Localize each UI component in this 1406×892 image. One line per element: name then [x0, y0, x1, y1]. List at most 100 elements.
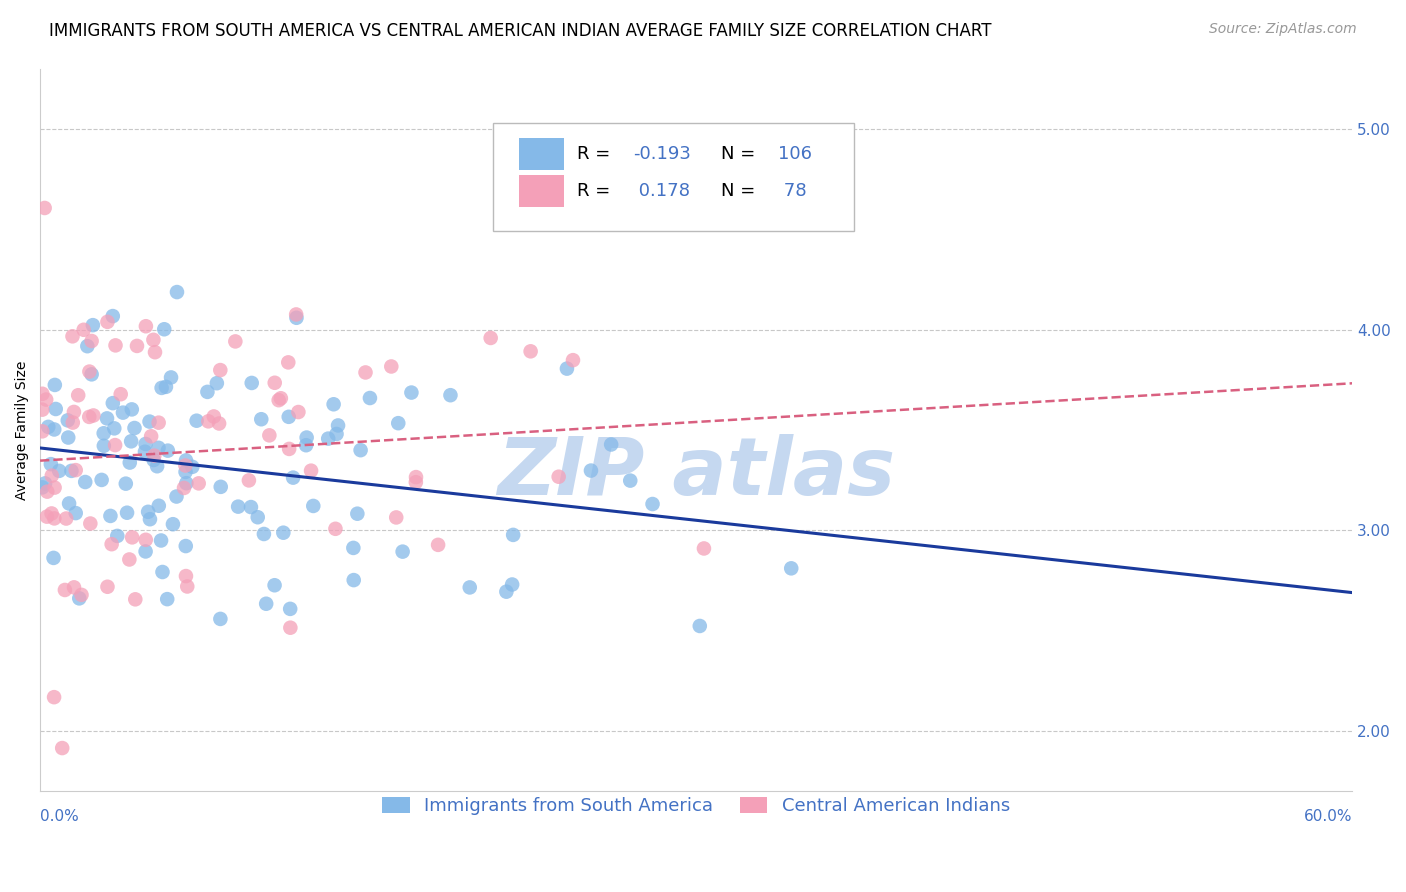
- Text: 106: 106: [778, 145, 811, 163]
- Point: [93, 426, 115, 441]
- Point: [239, 500, 262, 514]
- Point: [42, 690, 65, 705]
- Point: [135, 544, 157, 558]
- Point: [31, 402, 53, 417]
- Point: [79, 365, 101, 379]
- Point: [250, 412, 273, 426]
- Point: [280, 621, 302, 635]
- Point: [111, 406, 134, 420]
- Point: [349, 443, 371, 458]
- Point: [153, 322, 176, 336]
- Text: ZIP atlas: ZIP atlas: [498, 434, 896, 512]
- Point: [115, 506, 138, 520]
- Point: [197, 384, 219, 399]
- Point: [502, 528, 524, 542]
- Point: [267, 393, 290, 408]
- Point: [41, 468, 63, 483]
- Point: [42, 550, 65, 565]
- Point: [285, 308, 308, 322]
- Point: [31, 386, 53, 401]
- Point: [156, 592, 179, 607]
- Point: [124, 421, 146, 435]
- Legend: Immigrants from South America, Central American Indians: Immigrants from South America, Central A…: [375, 789, 1017, 822]
- Point: [186, 414, 208, 428]
- Point: [259, 428, 281, 442]
- Text: 60.0%: 60.0%: [1303, 809, 1353, 824]
- Point: [495, 584, 517, 599]
- Point: [205, 376, 228, 391]
- Point: [65, 463, 87, 477]
- Point: [346, 507, 368, 521]
- Point: [202, 409, 225, 424]
- Point: [82, 409, 104, 423]
- Point: [148, 499, 170, 513]
- Point: [325, 427, 347, 442]
- Point: [240, 376, 263, 390]
- Point: [562, 353, 585, 368]
- Point: [174, 465, 197, 479]
- Point: [401, 385, 423, 400]
- Point: [387, 416, 409, 430]
- Point: [246, 510, 269, 524]
- Point: [134, 444, 156, 458]
- Point: [44, 422, 66, 436]
- Point: [138, 415, 160, 429]
- Point: [302, 499, 325, 513]
- Point: [53, 582, 76, 597]
- Text: Source: ZipAtlas.com: Source: ZipAtlas.com: [1209, 22, 1357, 37]
- Point: [693, 541, 716, 556]
- Text: R =: R =: [576, 182, 610, 201]
- Point: [44, 378, 66, 392]
- Point: [174, 458, 197, 473]
- Point: [75, 475, 97, 489]
- Text: 78: 78: [778, 182, 806, 201]
- Point: [254, 597, 277, 611]
- Point: [142, 453, 165, 467]
- Point: [405, 470, 427, 484]
- Point: [273, 525, 295, 540]
- Point: [155, 380, 177, 394]
- Point: [96, 580, 118, 594]
- Point: [31, 480, 53, 494]
- Point: [174, 569, 197, 583]
- Point: [103, 421, 125, 435]
- Point: [34, 476, 56, 491]
- Point: [121, 402, 143, 417]
- Point: [479, 331, 502, 345]
- Point: [326, 418, 349, 433]
- Point: [187, 476, 209, 491]
- Point: [405, 475, 427, 490]
- Point: [226, 500, 249, 514]
- Point: [224, 334, 246, 349]
- Point: [34, 201, 56, 215]
- Point: [37, 420, 59, 434]
- Point: [118, 456, 141, 470]
- Point: [270, 391, 292, 405]
- Point: [56, 413, 79, 427]
- Point: [67, 591, 90, 606]
- Point: [148, 441, 170, 455]
- Point: [173, 481, 195, 495]
- Point: [44, 511, 66, 525]
- Point: [439, 388, 461, 402]
- Point: [641, 497, 664, 511]
- FancyBboxPatch shape: [494, 123, 853, 231]
- Point: [101, 309, 124, 323]
- Point: [354, 366, 377, 380]
- Point: [299, 464, 322, 478]
- Point: [148, 416, 170, 430]
- Point: [118, 552, 141, 566]
- Point: [263, 578, 285, 592]
- Point: [31, 425, 53, 439]
- Point: [73, 323, 96, 337]
- Point: [174, 453, 197, 467]
- Point: [162, 517, 184, 532]
- Point: [547, 469, 569, 483]
- Point: [135, 319, 157, 334]
- Point: [80, 334, 103, 348]
- Point: [263, 376, 285, 390]
- Point: [278, 442, 301, 456]
- Point: [82, 318, 104, 333]
- Point: [120, 434, 142, 449]
- Point: [160, 370, 183, 384]
